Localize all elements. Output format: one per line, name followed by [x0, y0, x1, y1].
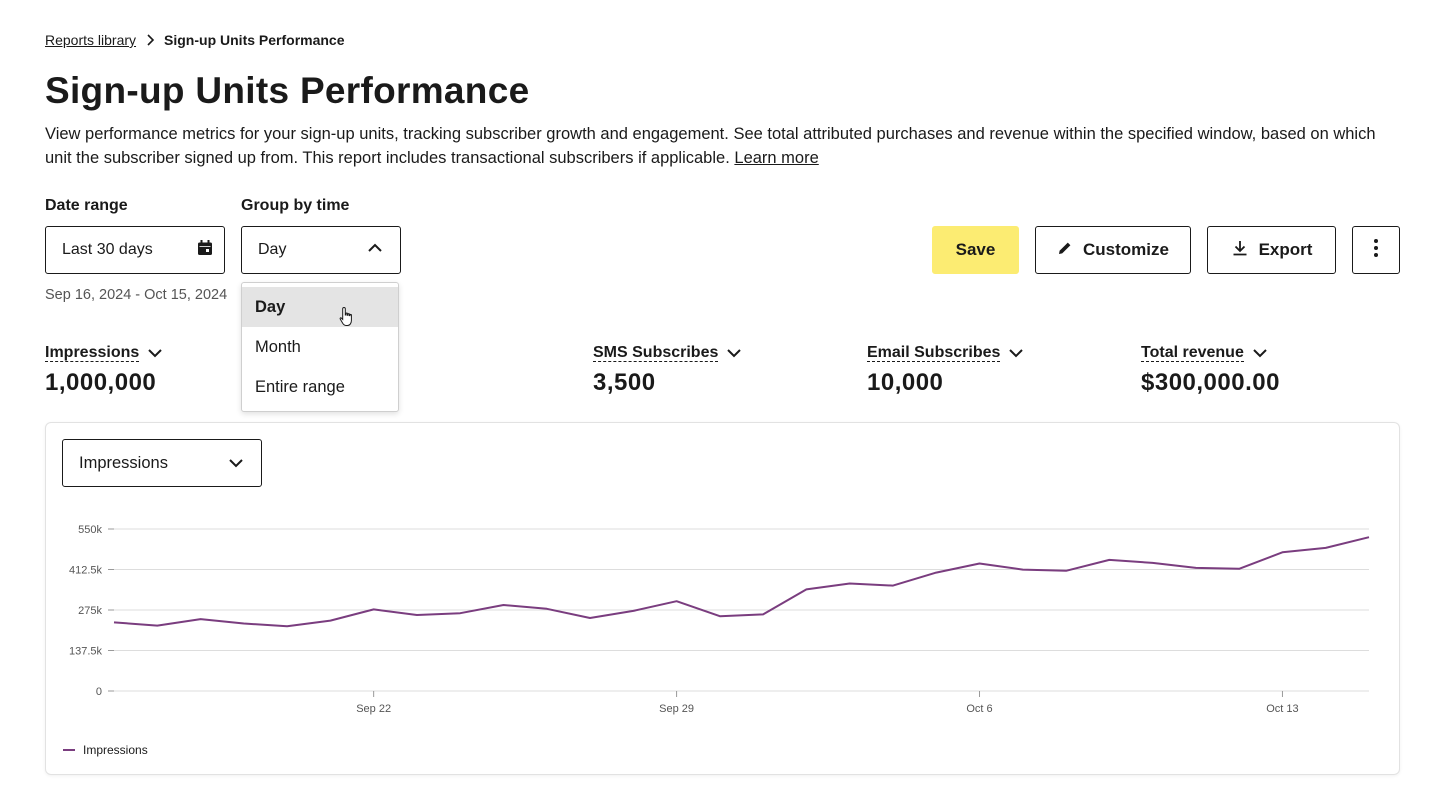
download-icon	[1231, 239, 1249, 262]
page-title: Sign-up Units Performance	[45, 70, 530, 111]
x-tick-label: Oct 13	[1266, 703, 1298, 715]
metric-sms-subscribes: SMS Subscribes 3,500	[593, 342, 742, 397]
group-by-time-label: Group by time	[241, 197, 350, 214]
metric-sms-subscribes-toggle[interactable]: SMS Subscribes	[593, 342, 742, 364]
metric-label: SMS Subscribes	[593, 343, 719, 362]
metric-impressions: Impressions 1,000,000	[45, 342, 163, 397]
group-by-time-dropdown: Day Month Entire range	[241, 282, 399, 412]
dropdown-option-entire-range[interactable]: Entire range	[255, 377, 345, 396]
group-by-time-value: Day	[258, 241, 287, 258]
x-tick-label: Sep 22	[356, 703, 391, 715]
group-by-time-select[interactable]: Day	[241, 226, 401, 274]
chart-metric-select[interactable]: Impressions	[62, 439, 262, 487]
dropdown-option-day[interactable]: Day	[242, 287, 398, 327]
metric-label: Impressions	[45, 343, 140, 362]
hand-cursor-icon	[338, 306, 356, 333]
x-tick-label: Sep 29	[659, 703, 694, 715]
date-range-value: Last 30 days	[62, 241, 153, 258]
legend-swatch	[63, 749, 75, 751]
metric-total-revenue-toggle[interactable]: Total revenue	[1141, 342, 1280, 364]
export-button[interactable]: Export	[1207, 226, 1336, 274]
metric-email-subscribes: Email Subscribes 10,000	[867, 342, 1024, 397]
breadcrumb-current: Sign-up Units Performance	[164, 32, 345, 48]
metric-value: 10,000	[867, 369, 944, 396]
chart-card: 0 137.5k 275k 412.5k 550k Sep 22 Sep 29 Oct 6 Oc…	[45, 422, 1400, 775]
y-tick-label: 550k	[78, 524, 102, 536]
more-options-button[interactable]	[1352, 226, 1400, 274]
series-line-impressions	[113, 536, 1370, 628]
y-tick-label: 412.5k	[69, 565, 103, 577]
chevron-down-icon	[229, 459, 243, 468]
date-range-subtitle: Sep 16, 2024 - Oct 15, 2024	[45, 287, 228, 303]
chart-metric-value: Impressions	[79, 453, 168, 472]
metric-email-subscribes-toggle[interactable]: Email Subscribes	[867, 342, 1024, 364]
chart-legend: Impressions	[63, 743, 148, 757]
chevron-down-icon	[1009, 349, 1024, 358]
chevron-right-icon	[142, 32, 158, 48]
metric-value: 3,500	[593, 369, 656, 396]
date-range-picker[interactable]: Last 30 days	[45, 226, 225, 274]
y-tick-label: 0	[96, 686, 102, 698]
metric-label: Email Subscribes	[867, 343, 1001, 362]
chevron-down-icon	[148, 349, 162, 358]
breadcrumb: Reports library Sign-up Units Performanc…	[45, 30, 345, 50]
y-tick-label: 137.5k	[69, 646, 103, 658]
kebab-menu-icon	[1373, 238, 1379, 263]
metric-value: $300,000.00	[1141, 369, 1280, 396]
pencil-icon	[1057, 240, 1073, 261]
y-tick-label: 275k	[78, 605, 102, 617]
customize-button[interactable]: Customize	[1035, 226, 1191, 274]
chevron-down-icon	[1253, 349, 1267, 358]
chevron-down-icon	[727, 349, 742, 358]
line-chart: 0 137.5k 275k 412.5k 550k Sep 22 Sep 29 Oct 6 Oc…	[69, 524, 1370, 715]
calendar-icon	[196, 239, 214, 262]
metric-impressions-toggle[interactable]: Impressions	[45, 342, 163, 364]
customize-label: Customize	[1083, 240, 1169, 259]
metric-total-revenue: Total revenue $300,000.00	[1141, 342, 1280, 397]
learn-more-link[interactable]: Learn more	[734, 149, 819, 167]
metric-value: 1,000,000	[45, 369, 157, 396]
export-label: Export	[1258, 240, 1313, 259]
date-range-label: Date range	[45, 197, 128, 214]
breadcrumb-reports-library-link[interactable]: Reports library	[45, 32, 137, 48]
page-description: View performance metrics for your sign-u…	[45, 122, 1405, 170]
metric-label: Total revenue	[1141, 343, 1244, 362]
save-button[interactable]: Save	[932, 226, 1019, 274]
description-text: View performance metrics for your sign-u…	[45, 125, 1376, 167]
legend-label: Impressions	[83, 743, 148, 757]
chevron-up-icon	[366, 239, 384, 262]
dropdown-option-month[interactable]: Month	[255, 337, 301, 356]
x-tick-label: Oct 6	[966, 703, 992, 715]
